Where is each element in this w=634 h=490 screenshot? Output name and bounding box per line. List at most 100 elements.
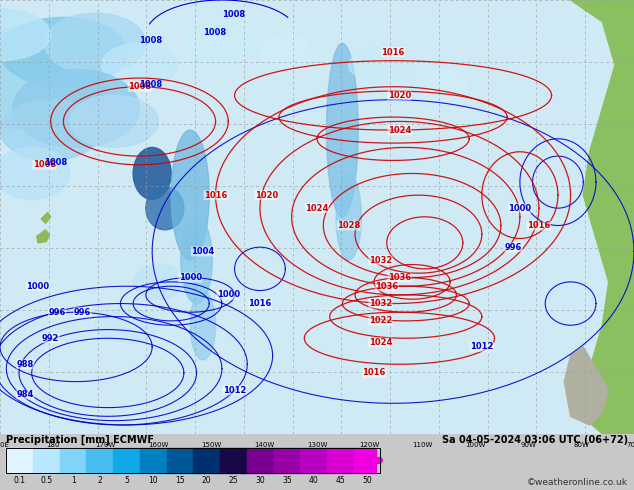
- Text: 1032: 1032: [369, 256, 392, 265]
- Text: 992: 992: [42, 334, 60, 343]
- Text: 110W: 110W: [413, 442, 433, 448]
- Text: 1028: 1028: [337, 221, 360, 230]
- Text: 1008: 1008: [139, 80, 162, 89]
- Bar: [301, 448, 327, 473]
- Ellipse shape: [336, 173, 361, 260]
- Text: 1008: 1008: [33, 160, 56, 169]
- Text: 1008: 1008: [128, 82, 151, 91]
- Ellipse shape: [349, 48, 412, 82]
- Text: 988: 988: [16, 360, 34, 369]
- Text: 90W: 90W: [521, 442, 536, 448]
- Bar: [6, 448, 380, 473]
- Ellipse shape: [327, 44, 358, 217]
- Text: Precipitation [mm] ECMWF: Precipitation [mm] ECMWF: [6, 435, 154, 445]
- Ellipse shape: [70, 96, 158, 147]
- Bar: [327, 448, 354, 473]
- Text: 170W: 170W: [96, 442, 116, 448]
- Text: 1024: 1024: [306, 204, 328, 213]
- Text: 40: 40: [309, 476, 318, 485]
- Bar: [113, 448, 140, 473]
- Text: 150W: 150W: [201, 442, 221, 448]
- Ellipse shape: [95, 308, 158, 343]
- Text: 0.5: 0.5: [41, 476, 53, 485]
- Polygon shape: [564, 347, 609, 425]
- Text: 1016: 1016: [382, 48, 404, 56]
- Text: 1016: 1016: [363, 368, 385, 377]
- Bar: [193, 448, 220, 473]
- Text: 1008: 1008: [203, 28, 226, 37]
- Ellipse shape: [0, 100, 101, 160]
- Bar: [354, 448, 377, 473]
- Text: 996: 996: [505, 243, 522, 252]
- Text: 50: 50: [362, 476, 372, 485]
- Text: Sa 04-05-2024 03:06 UTC (06+72): Sa 04-05-2024 03:06 UTC (06+72): [441, 435, 628, 445]
- Text: 1008: 1008: [222, 10, 245, 19]
- Text: 996: 996: [74, 308, 91, 317]
- Bar: [220, 448, 247, 473]
- Ellipse shape: [418, 70, 469, 104]
- Bar: [167, 448, 193, 473]
- Text: 1: 1: [71, 476, 75, 485]
- Ellipse shape: [133, 147, 171, 199]
- Text: 5: 5: [124, 476, 129, 485]
- Text: 1000: 1000: [508, 204, 531, 213]
- Text: 1024: 1024: [388, 125, 411, 135]
- Text: 1000: 1000: [27, 282, 49, 291]
- Text: 1036: 1036: [388, 273, 411, 282]
- Text: 120W: 120W: [359, 442, 380, 448]
- Ellipse shape: [0, 26, 108, 130]
- Text: 15: 15: [175, 476, 185, 485]
- Polygon shape: [37, 230, 49, 243]
- Text: 1032: 1032: [369, 299, 392, 308]
- Text: 1020: 1020: [255, 191, 278, 199]
- Text: 1000: 1000: [217, 291, 240, 299]
- Text: 1020: 1020: [388, 91, 411, 100]
- Text: 180: 180: [46, 442, 60, 448]
- Ellipse shape: [133, 265, 184, 299]
- Bar: [6, 448, 33, 473]
- Text: 20: 20: [202, 476, 212, 485]
- Ellipse shape: [171, 130, 209, 260]
- Bar: [60, 448, 86, 473]
- Text: 984: 984: [16, 390, 34, 399]
- Ellipse shape: [190, 291, 216, 360]
- Text: 2: 2: [98, 476, 102, 485]
- Text: 130W: 130W: [307, 442, 327, 448]
- Ellipse shape: [0, 147, 70, 199]
- Text: 0.1: 0.1: [14, 476, 26, 485]
- Text: 1000: 1000: [179, 273, 202, 282]
- Text: 1008: 1008: [139, 36, 162, 46]
- Text: 1012: 1012: [470, 343, 493, 351]
- Ellipse shape: [184, 22, 260, 65]
- Ellipse shape: [146, 187, 184, 230]
- Bar: [140, 448, 167, 473]
- Bar: [273, 448, 301, 473]
- Text: 35: 35: [282, 476, 292, 485]
- Text: ©weatheronline.co.uk: ©weatheronline.co.uk: [527, 478, 628, 487]
- Text: 1016: 1016: [527, 221, 550, 230]
- Text: 1024: 1024: [369, 338, 392, 347]
- Ellipse shape: [260, 35, 311, 70]
- Text: 160W: 160W: [148, 442, 169, 448]
- Text: 1016: 1016: [249, 299, 271, 308]
- Text: 1036: 1036: [375, 282, 398, 291]
- Ellipse shape: [44, 13, 146, 74]
- Ellipse shape: [0, 17, 127, 87]
- Text: 1004: 1004: [191, 247, 214, 256]
- Ellipse shape: [13, 70, 139, 147]
- Ellipse shape: [0, 9, 51, 61]
- Text: 10: 10: [148, 476, 158, 485]
- Ellipse shape: [181, 217, 212, 303]
- Text: 30: 30: [256, 476, 265, 485]
- Text: 170E: 170E: [0, 442, 9, 448]
- Text: 996: 996: [48, 308, 66, 317]
- Text: 100W: 100W: [465, 442, 486, 448]
- Polygon shape: [41, 213, 51, 223]
- Text: 45: 45: [335, 476, 345, 485]
- Ellipse shape: [101, 44, 178, 87]
- Text: 140W: 140W: [254, 442, 275, 448]
- Text: 80W: 80W: [573, 442, 589, 448]
- Bar: [33, 448, 60, 473]
- Bar: [86, 448, 113, 473]
- Polygon shape: [571, 0, 634, 434]
